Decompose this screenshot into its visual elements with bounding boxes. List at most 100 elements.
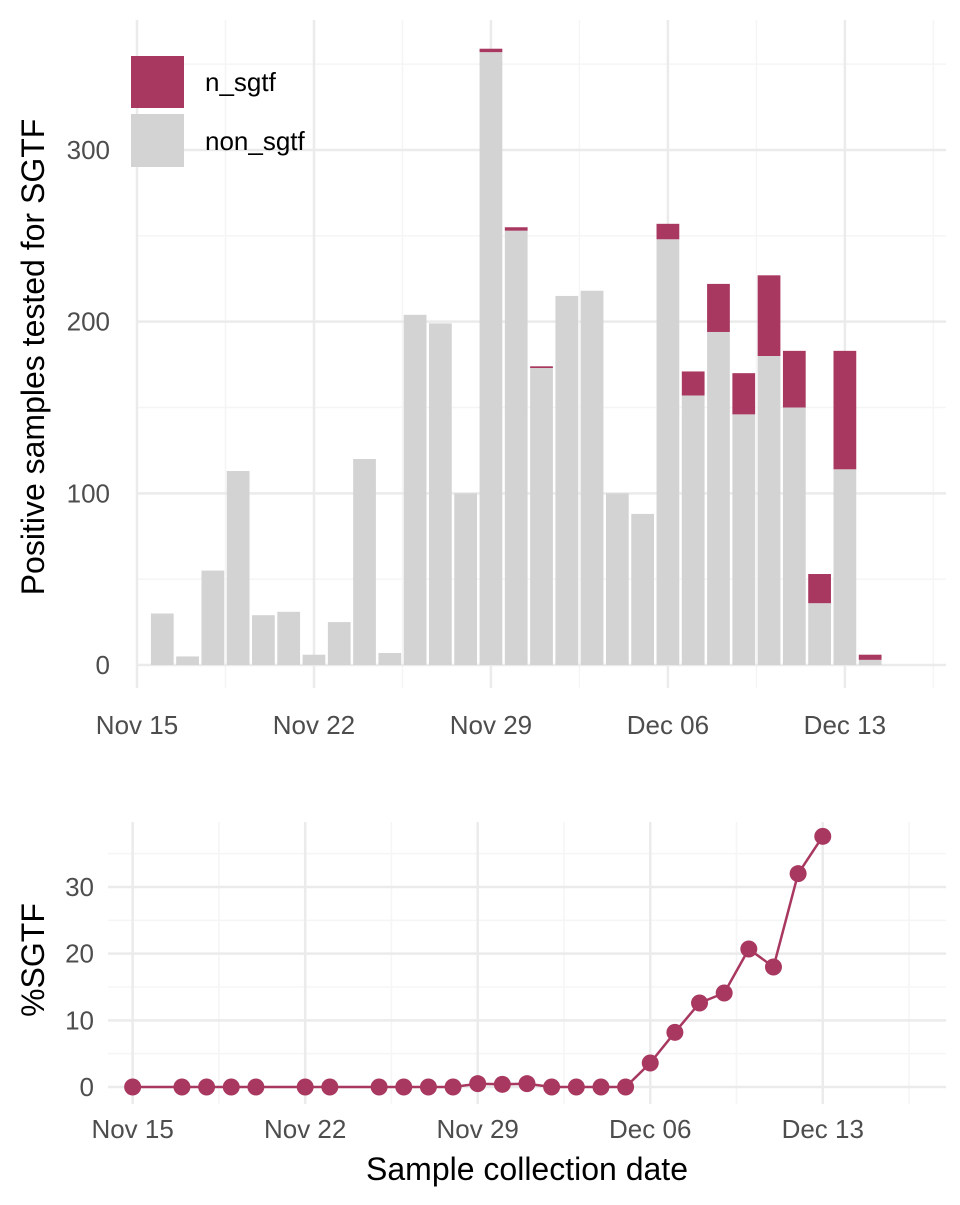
y-tick-label: 30 [65, 872, 94, 902]
data-point [493, 1075, 511, 1093]
bar-chart-legend: n_sgtf non_sgtf [131, 56, 306, 167]
bar-non-sgtf [479, 52, 503, 665]
data-point [469, 1075, 487, 1093]
bar-non-sgtf [252, 615, 275, 665]
legend-label-n-sgtf: n_sgtf [205, 67, 277, 97]
data-point [518, 1075, 536, 1093]
bar-non-sgtf [428, 323, 452, 665]
bar-n-sgtf [530, 366, 553, 369]
bar-n-sgtf [707, 283, 730, 332]
data-point [740, 940, 758, 958]
bar-non-sgtf [605, 493, 629, 665]
bar-non-sgtf [656, 239, 680, 665]
data-point [419, 1078, 437, 1096]
bar-non-sgtf [277, 611, 301, 665]
bar-non-sgtf [681, 395, 705, 665]
line-chart-x-axis-title: Sample collection date [366, 1151, 688, 1187]
bar-non-sgtf [782, 407, 806, 665]
bar-n-sgtf [833, 350, 857, 470]
data-point [666, 1023, 684, 1041]
bar-non-sgtf [530, 368, 553, 665]
bar-n-sgtf [808, 574, 831, 604]
bar-non-sgtf [150, 613, 174, 665]
bar-chart-bars [150, 48, 882, 665]
data-point [567, 1078, 585, 1096]
line-chart-y-ticks: 0 10 20 30 [65, 872, 94, 1102]
bar-non-sgtf [757, 356, 781, 665]
line-chart-grid [108, 822, 946, 1104]
bar-non-sgtf [631, 513, 655, 665]
data-point [715, 984, 733, 1002]
x-tick-label: Nov 15 [91, 1114, 173, 1144]
bar-n-sgtf [656, 223, 680, 240]
bar-n-sgtf [479, 48, 503, 53]
bar-non-sgtf [454, 493, 478, 665]
bar-non-sgtf [504, 230, 528, 665]
line-chart-y-axis-title: %SGTF [15, 903, 51, 1017]
y-tick-label: 0 [80, 1072, 94, 1102]
bar-non-sgtf [302, 654, 326, 665]
bar-non-sgtf [403, 314, 427, 665]
line-chart-series [124, 827, 832, 1096]
data-point [173, 1078, 191, 1096]
bar-non-sgtf [555, 295, 579, 665]
bar-non-sgtf [201, 570, 225, 665]
x-tick-label: Nov 29 [437, 1114, 519, 1144]
legend-label-non-sgtf: non_sgtf [205, 126, 306, 156]
x-tick-label: Dec 13 [782, 1114, 864, 1144]
bar-n-sgtf [504, 227, 528, 231]
data-point [321, 1078, 339, 1096]
bar-non-sgtf [732, 414, 756, 665]
x-tick-label: Nov 22 [264, 1114, 346, 1144]
data-point [641, 1054, 659, 1072]
bar-non-sgtf [378, 652, 402, 665]
bar-n-sgtf [757, 275, 781, 356]
y-tick-label: 300 [67, 135, 110, 165]
bar-n-sgtf [732, 373, 756, 415]
x-tick-label: Dec 06 [627, 710, 709, 740]
data-point [198, 1078, 216, 1096]
data-point [814, 827, 832, 845]
bar-n-sgtf [681, 371, 705, 396]
data-point [296, 1078, 314, 1096]
bar-non-sgtf [176, 656, 199, 665]
x-tick-label: Nov 22 [273, 710, 355, 740]
bar-n-sgtf [782, 350, 806, 408]
data-point [370, 1078, 388, 1096]
bar-non-sgtf [327, 622, 351, 665]
data-point [764, 958, 782, 976]
x-tick-label: Dec 06 [609, 1114, 691, 1144]
bar-non-sgtf [580, 290, 604, 665]
bar-chart-y-ticks: 0 100 200 300 [67, 135, 110, 680]
line-chart-panel: Nov 15 Nov 22 Nov 29 Dec 06 Dec 13 0 10 20 30 %… [15, 822, 946, 1187]
bar-n-sgtf [858, 654, 882, 660]
data-point [247, 1078, 265, 1096]
x-tick-label: Nov 15 [96, 710, 178, 740]
bar-non-sgtf [707, 331, 730, 665]
line-chart-x-ticks: Nov 15 Nov 22 Nov 29 Dec 06 Dec 13 [91, 1114, 864, 1144]
bar-chart-y-axis-title: Positive samples tested for SGTF [15, 119, 51, 596]
data-point [789, 865, 807, 883]
x-tick-label: Nov 29 [450, 710, 532, 740]
bar-non-sgtf [833, 469, 857, 665]
data-point [691, 994, 709, 1012]
y-tick-label: 20 [65, 939, 94, 969]
data-point [222, 1078, 240, 1096]
bar-non-sgtf [808, 603, 831, 665]
data-point [124, 1078, 142, 1096]
y-tick-label: 10 [65, 1005, 94, 1035]
data-point [444, 1078, 462, 1096]
y-tick-label: 0 [96, 650, 110, 680]
data-point [395, 1078, 413, 1096]
y-tick-label: 100 [67, 478, 110, 508]
y-tick-label: 200 [67, 307, 110, 337]
bar-non-sgtf [858, 659, 882, 665]
bar-chart-x-ticks: Nov 15 Nov 22 Nov 29 Dec 06 Dec 13 [96, 710, 886, 740]
legend-swatch-non-sgtf [131, 114, 184, 167]
bar-chart-panel: Nov 15 Nov 22 Nov 29 Dec 06 Dec 13 0 100 200 30… [15, 20, 946, 740]
bar-non-sgtf [353, 459, 376, 665]
x-tick-label: Dec 13 [804, 710, 886, 740]
legend-swatch-n-sgtf [131, 56, 184, 108]
